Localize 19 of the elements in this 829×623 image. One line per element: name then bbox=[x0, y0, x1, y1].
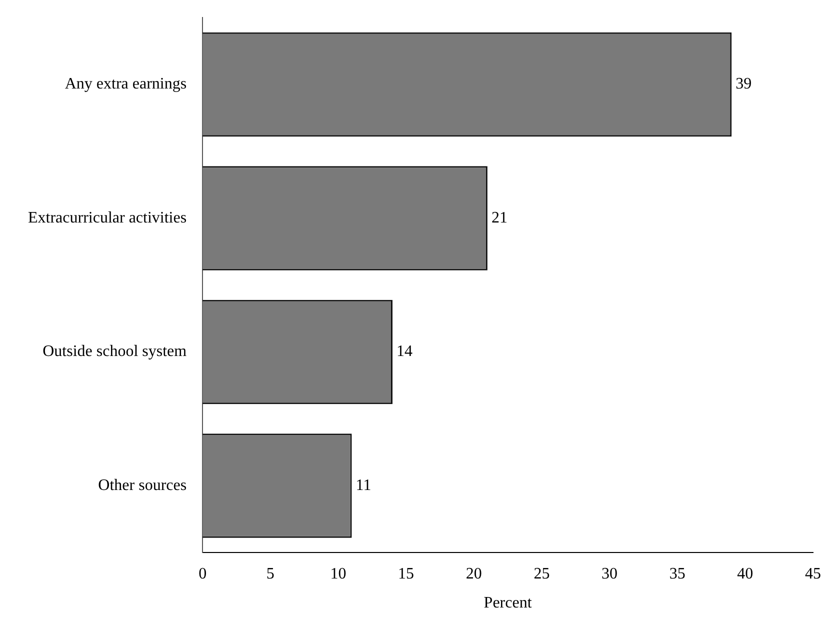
data-label: 21 bbox=[491, 209, 508, 226]
y-tick-label: Other sources bbox=[98, 476, 187, 494]
y-tick-label: Any extra earnings bbox=[64, 76, 187, 93]
data-label: 14 bbox=[396, 343, 412, 360]
x-tick-label: 45 bbox=[805, 565, 821, 582]
x-tick-label: 0 bbox=[198, 565, 207, 582]
x-tick-label: 5 bbox=[266, 565, 274, 582]
data-label: 11 bbox=[356, 476, 372, 494]
x-tick-label: 20 bbox=[466, 565, 482, 582]
x-axis-title: Percent bbox=[484, 594, 532, 612]
x-tick-label: 25 bbox=[534, 565, 550, 582]
x-tick-label: 40 bbox=[737, 565, 754, 582]
y-tick-label: Outside school system bbox=[42, 343, 188, 360]
y-tick-label: Extracurricular activities bbox=[28, 209, 187, 226]
x-tick-label: 15 bbox=[398, 565, 414, 582]
x-tick-label: 10 bbox=[330, 565, 346, 582]
x-tick-label: 35 bbox=[669, 565, 686, 582]
data-label: 39 bbox=[736, 76, 752, 93]
x-tick-label: 30 bbox=[602, 565, 618, 582]
